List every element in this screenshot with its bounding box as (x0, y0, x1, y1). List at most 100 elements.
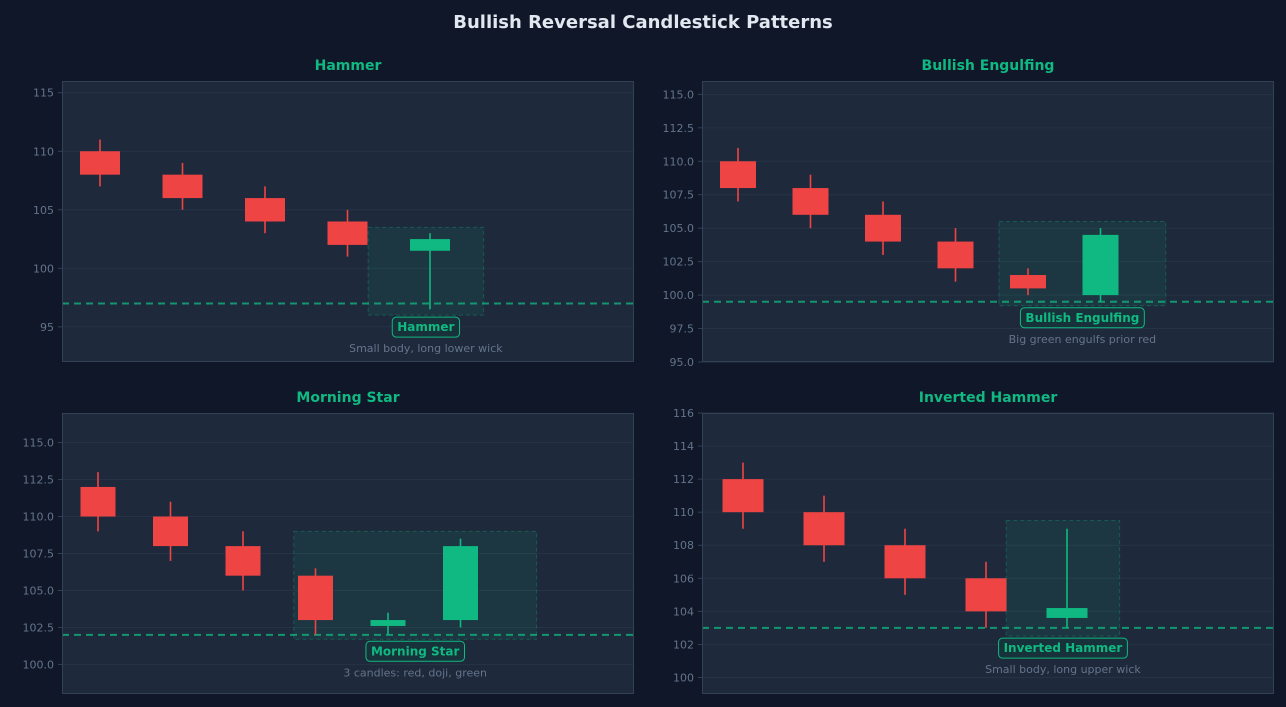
candle-body (80, 151, 120, 175)
candle-body (298, 575, 333, 621)
figure-title: Bullish Reversal Candlestick Patterns (453, 12, 833, 33)
bearish-candle (792, 174, 829, 229)
y-tick-label: 112.5 (663, 122, 695, 135)
bearish-candle (298, 568, 333, 635)
pattern-description: 3 candles: red, doji, green (343, 666, 487, 679)
y-tick-label: 100.0 (663, 289, 695, 302)
plot-frame (62, 413, 634, 694)
candle-body (803, 512, 845, 546)
bearish-candle (937, 228, 974, 282)
y-tick-label: 105.0 (663, 222, 695, 235)
candle-body (80, 486, 116, 517)
candle-body (722, 479, 764, 513)
y-tick-label: 110.0 (23, 511, 55, 524)
bullish-candle (370, 612, 406, 635)
chart-panel-4: 100 102 104 106 108 110 112 114 116 Inverted Hamm… (673, 390, 1274, 694)
y-tick-label: 102.5 (663, 256, 695, 269)
candle-body (162, 174, 203, 199)
plot-area (702, 413, 1274, 694)
candle-body (884, 545, 926, 579)
y-tick-label: 116 (673, 407, 694, 420)
y-tick-label: 110 (673, 506, 694, 519)
bullish-candle (410, 233, 450, 310)
y-tick-label: 110.0 (663, 155, 695, 168)
pattern-highlight-region (998, 221, 1167, 307)
candle-body (1046, 608, 1088, 618)
pattern-label: Inverted Hammer (1004, 641, 1123, 655)
y-tick-label: 105 (33, 204, 54, 217)
candle-body (965, 578, 1007, 612)
y-tick-label: 97.5 (670, 323, 695, 336)
y-tick-label: 102.5 (23, 621, 55, 634)
pattern-highlight-region (1005, 519, 1121, 637)
pattern-label-box (365, 640, 465, 662)
bearish-candle (80, 139, 120, 187)
candle-body (410, 239, 450, 251)
bearish-candle (327, 209, 368, 257)
candle-body (792, 188, 829, 215)
y-tick-label: 115 (33, 87, 54, 100)
plot-frame (62, 81, 634, 362)
candle-body (370, 620, 406, 626)
panel-title: Hammer (315, 58, 382, 74)
y-tick-label: 107.5 (23, 548, 55, 561)
bearish-candle (965, 561, 1007, 628)
bearish-candle (720, 147, 756, 202)
bullish-candle (443, 538, 478, 628)
pattern-label-box (391, 316, 461, 338)
bearish-candle (803, 495, 845, 562)
chart-panels: 95 100 105 110 115 Hammer Hammer Small body, lo… (23, 58, 1274, 694)
pattern-description: Big green engulfs prior red (1009, 333, 1157, 346)
pattern-label: Morning Star (371, 644, 460, 658)
y-tick-label: 100.0 (23, 658, 55, 671)
bearish-candle (245, 186, 285, 234)
panel-title: Bullish Engulfing (922, 58, 1055, 74)
plot-area (702, 81, 1274, 362)
y-tick-label: 95.0 (670, 356, 695, 369)
candle-body (1010, 275, 1046, 289)
y-tick-label: 115.0 (23, 437, 55, 450)
panel-title: Inverted Hammer (919, 390, 1058, 406)
candle-body (153, 516, 188, 547)
candle-body (937, 241, 974, 269)
candle-body (225, 546, 261, 576)
candle-body (245, 198, 285, 222)
y-tick-label: 110 (33, 145, 54, 158)
candle-body (865, 214, 901, 242)
y-tick-label: 100 (673, 671, 694, 684)
candle-body (720, 161, 756, 189)
bullish-candle (1046, 528, 1088, 628)
pattern-label: Hammer (397, 320, 454, 334)
pattern-label-box (1019, 307, 1145, 329)
pattern-highlight-region (293, 530, 538, 640)
plot-frame (702, 81, 1274, 362)
bearish-candle (865, 201, 901, 255)
pattern-label: Bullish Engulfing (1025, 311, 1139, 325)
y-tick-label: 106 (673, 572, 694, 585)
candle-body (443, 546, 478, 621)
y-tick-label: 107.5 (663, 189, 695, 202)
y-tick-label: 100 (33, 262, 54, 275)
bearish-candle (153, 501, 188, 561)
bearish-candle (80, 472, 116, 532)
y-tick-label: 95 (40, 321, 54, 334)
bearish-candle (1010, 268, 1046, 296)
y-tick-label: 108 (673, 539, 694, 552)
y-tick-label: 102 (673, 638, 694, 651)
pattern-description: Small body, long lower wick (349, 342, 503, 355)
bullish-candle (1082, 228, 1119, 302)
candle-body (327, 221, 368, 245)
y-tick-label: 114 (673, 440, 694, 453)
y-tick-label: 115.0 (663, 88, 695, 101)
bearish-candle (884, 528, 926, 595)
chart-panel-2: 95.0 97.5 100.0 102.5 105.0 107.5 110.0 112.5 11… (663, 58, 1274, 369)
pattern-highlight-region (367, 226, 485, 316)
bearish-candle (162, 162, 203, 210)
y-tick-label: 112.5 (23, 474, 55, 487)
pattern-label-box (998, 637, 1128, 659)
panel-title: Morning Star (296, 390, 399, 406)
y-tick-label: 112 (673, 473, 694, 486)
bearish-candle (722, 462, 764, 529)
bearish-candle (225, 531, 261, 591)
